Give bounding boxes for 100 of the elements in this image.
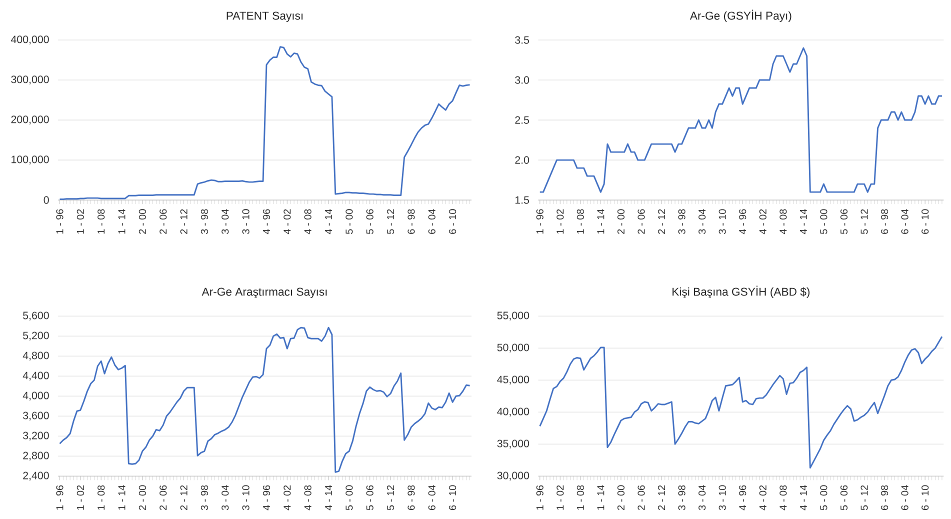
y-tick-label: 2.5 [515,116,530,124]
x-tick-label: 4 - 02 [284,209,291,234]
x-tick-label: 1 - 08 [98,209,105,234]
x-tick-label: 6 - 98 [408,209,415,234]
x-tick-label: 1 - 08 [576,209,584,234]
y-tick-label: 1.5 [515,196,530,204]
x-tick-label: 4 - 14 [325,209,332,234]
y-tick-label: 300,000 [11,76,49,85]
y-tick-label: 4,400 [22,372,49,381]
x-tick-label: 2 - 00 [138,209,146,234]
x-tick-label: 4 - 08 [304,485,312,510]
x-tick-label: 2 - 00 [617,485,625,510]
x-tick-label: 4 - 08 [304,209,312,234]
x-tick-label: 2 - 00 [138,485,146,510]
x-tick-label: 3 - 04 [698,485,706,510]
x-tick-label: 2 - 06 [160,485,167,510]
x-tick-label: 5 - 00 [820,209,828,234]
x-tick-label: 5 - 06 [840,209,848,234]
y-tick-label: 2,800 [23,452,49,461]
x-tick-label: 1 - 14 [597,209,604,234]
x-tick-label: 3 - 04 [698,209,706,234]
y-tick-label: 55,000 [497,312,530,321]
x-tick-label: 1 - 08 [98,485,105,510]
x-tick-label: 1 - 08 [576,485,584,510]
x-tick-label: 3 - 10 [242,485,250,510]
y-tick-label: 2.0 [515,156,530,164]
y-tick-label: 3.0 [515,76,530,84]
x-tick-label: 4 - 02 [284,485,291,510]
x-tick-label: 2 - 12 [658,485,666,510]
x-tick-label: 1 - 96 [56,209,64,234]
chart-title: Ar-Ge (GSYİH Payı) [690,10,792,22]
x-tick-label: 5 - 12 [386,485,394,510]
x-tick-label: 1 - 14 [597,485,604,510]
x-tick-label: 2 - 06 [638,209,645,234]
x-tick-label: 2 - 12 [180,209,188,234]
chart-title: Kişi Başına GSYİH (ABD $) [672,286,810,298]
y-tick-label: 3.5 [515,36,530,44]
x-tick-label: 5 - 00 [346,209,353,234]
y-tick-label: 4,800 [22,352,49,361]
y-tick-label: 4,000 [22,392,49,401]
x-tick-label: 4 - 08 [780,485,787,510]
x-tick-label: 6 - 10 [922,209,929,234]
y-tick-label: 0 [44,196,49,204]
x-tick-label: 4 - 08 [780,209,787,234]
x-tick-label: 1 - 14 [118,485,126,510]
x-tick-label: 1 - 96 [536,209,544,234]
x-tick-label: 6 - 10 [922,485,929,510]
x-tick-label: 6 - 98 [880,485,888,510]
x-tick-label: 5 - 12 [386,209,394,234]
x-tick-label: 2 - 12 [180,485,188,510]
y-tick-label: 40,000 [497,408,530,417]
x-tick-label: 4 - 14 [325,485,332,510]
y-tick-label: 200,000 [11,116,49,125]
x-tick-label: 5 - 00 [820,485,828,510]
y-tick-label: 50,000 [497,344,530,353]
x-tick-label: 4 - 96 [739,209,746,234]
x-tick-label: 5 - 06 [366,485,374,510]
x-tick-label: 4 - 96 [739,485,746,510]
y-tick-label: 30,000 [497,472,530,481]
x-tick-label: 1 - 14 [118,209,126,234]
x-tick-label: 3 - 98 [200,485,208,510]
y-tick-label: 100,000 [12,156,49,165]
x-tick-label: 3 - 04 [222,209,229,234]
y-tick-label: 45,000 [497,376,530,385]
y-tick-label: 5,600 [23,312,49,321]
x-tick-label: 5 - 06 [366,209,374,234]
x-tick-label: 6 - 10 [449,209,456,234]
x-tick-label: 3 - 98 [678,209,686,234]
x-tick-label: 3 - 10 [718,209,726,234]
y-tick-label: 2,400 [23,472,49,481]
x-tick-label: 1 - 96 [56,485,64,510]
x-tick-label: 6 - 10 [449,485,456,510]
x-tick-label: 6 - 04 [428,485,436,510]
x-tick-label: 4 - 96 [262,209,270,234]
x-tick-label: 3 - 98 [200,209,208,234]
x-tick-label: 4 - 14 [800,209,807,234]
x-tick-label: 1 - 02 [76,209,84,234]
x-tick-label: 2 - 06 [160,209,167,234]
x-tick-label: 4 - 02 [759,485,766,510]
x-tick-label: 4 - 02 [759,209,766,234]
x-tick-label: 4 - 14 [800,485,807,510]
x-tick-label: 5 - 06 [840,485,848,510]
x-tick-label: 6 - 04 [428,209,436,234]
x-tick-label: 1 - 96 [536,485,544,510]
x-tick-label: 3 - 10 [242,209,250,234]
chart-title: Ar-Ge Araştırmacı Sayısı [202,288,327,298]
x-tick-label: 5 - 12 [860,485,868,510]
x-tick-label: 2 - 00 [617,209,625,234]
x-tick-label: 2 - 06 [638,485,645,510]
x-tick-label: 1 - 02 [76,485,84,510]
x-tick-label: 5 - 12 [860,209,868,234]
x-tick-label: 2 - 12 [658,209,666,234]
x-tick-label: 3 - 04 [222,485,229,510]
x-tick-label: 6 - 04 [901,209,908,234]
y-tick-label: 5,200 [23,332,49,341]
x-tick-label: 6 - 98 [408,485,415,510]
y-tick-label: 3,600 [23,412,49,421]
x-tick-label: 5 - 00 [346,485,353,510]
x-tick-label: 1 - 02 [556,209,564,234]
x-tick-label: 4 - 96 [262,485,270,510]
